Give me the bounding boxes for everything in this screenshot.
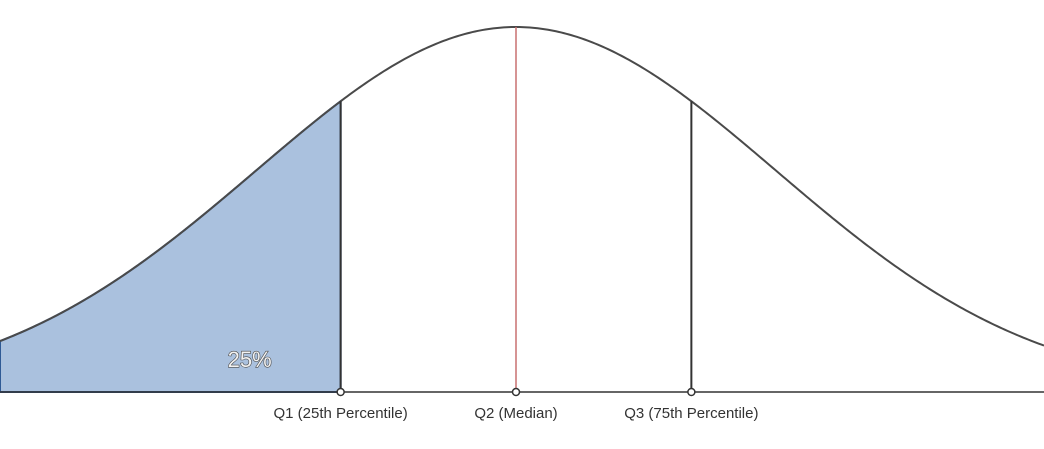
median-label: Q2 (Median) <box>474 405 557 422</box>
q3-label: Q3 (75th Percentile) <box>624 405 758 422</box>
bell-curve <box>0 25 1044 347</box>
lower-quartile-shaded-area <box>0 99 342 393</box>
q1-marker <box>336 387 345 397</box>
q3-marker <box>687 387 696 397</box>
shaded-area-percent-label: 25% <box>228 347 272 372</box>
median-marker <box>511 387 521 397</box>
q1-label: Q1 (25th Percentile) <box>274 405 408 422</box>
